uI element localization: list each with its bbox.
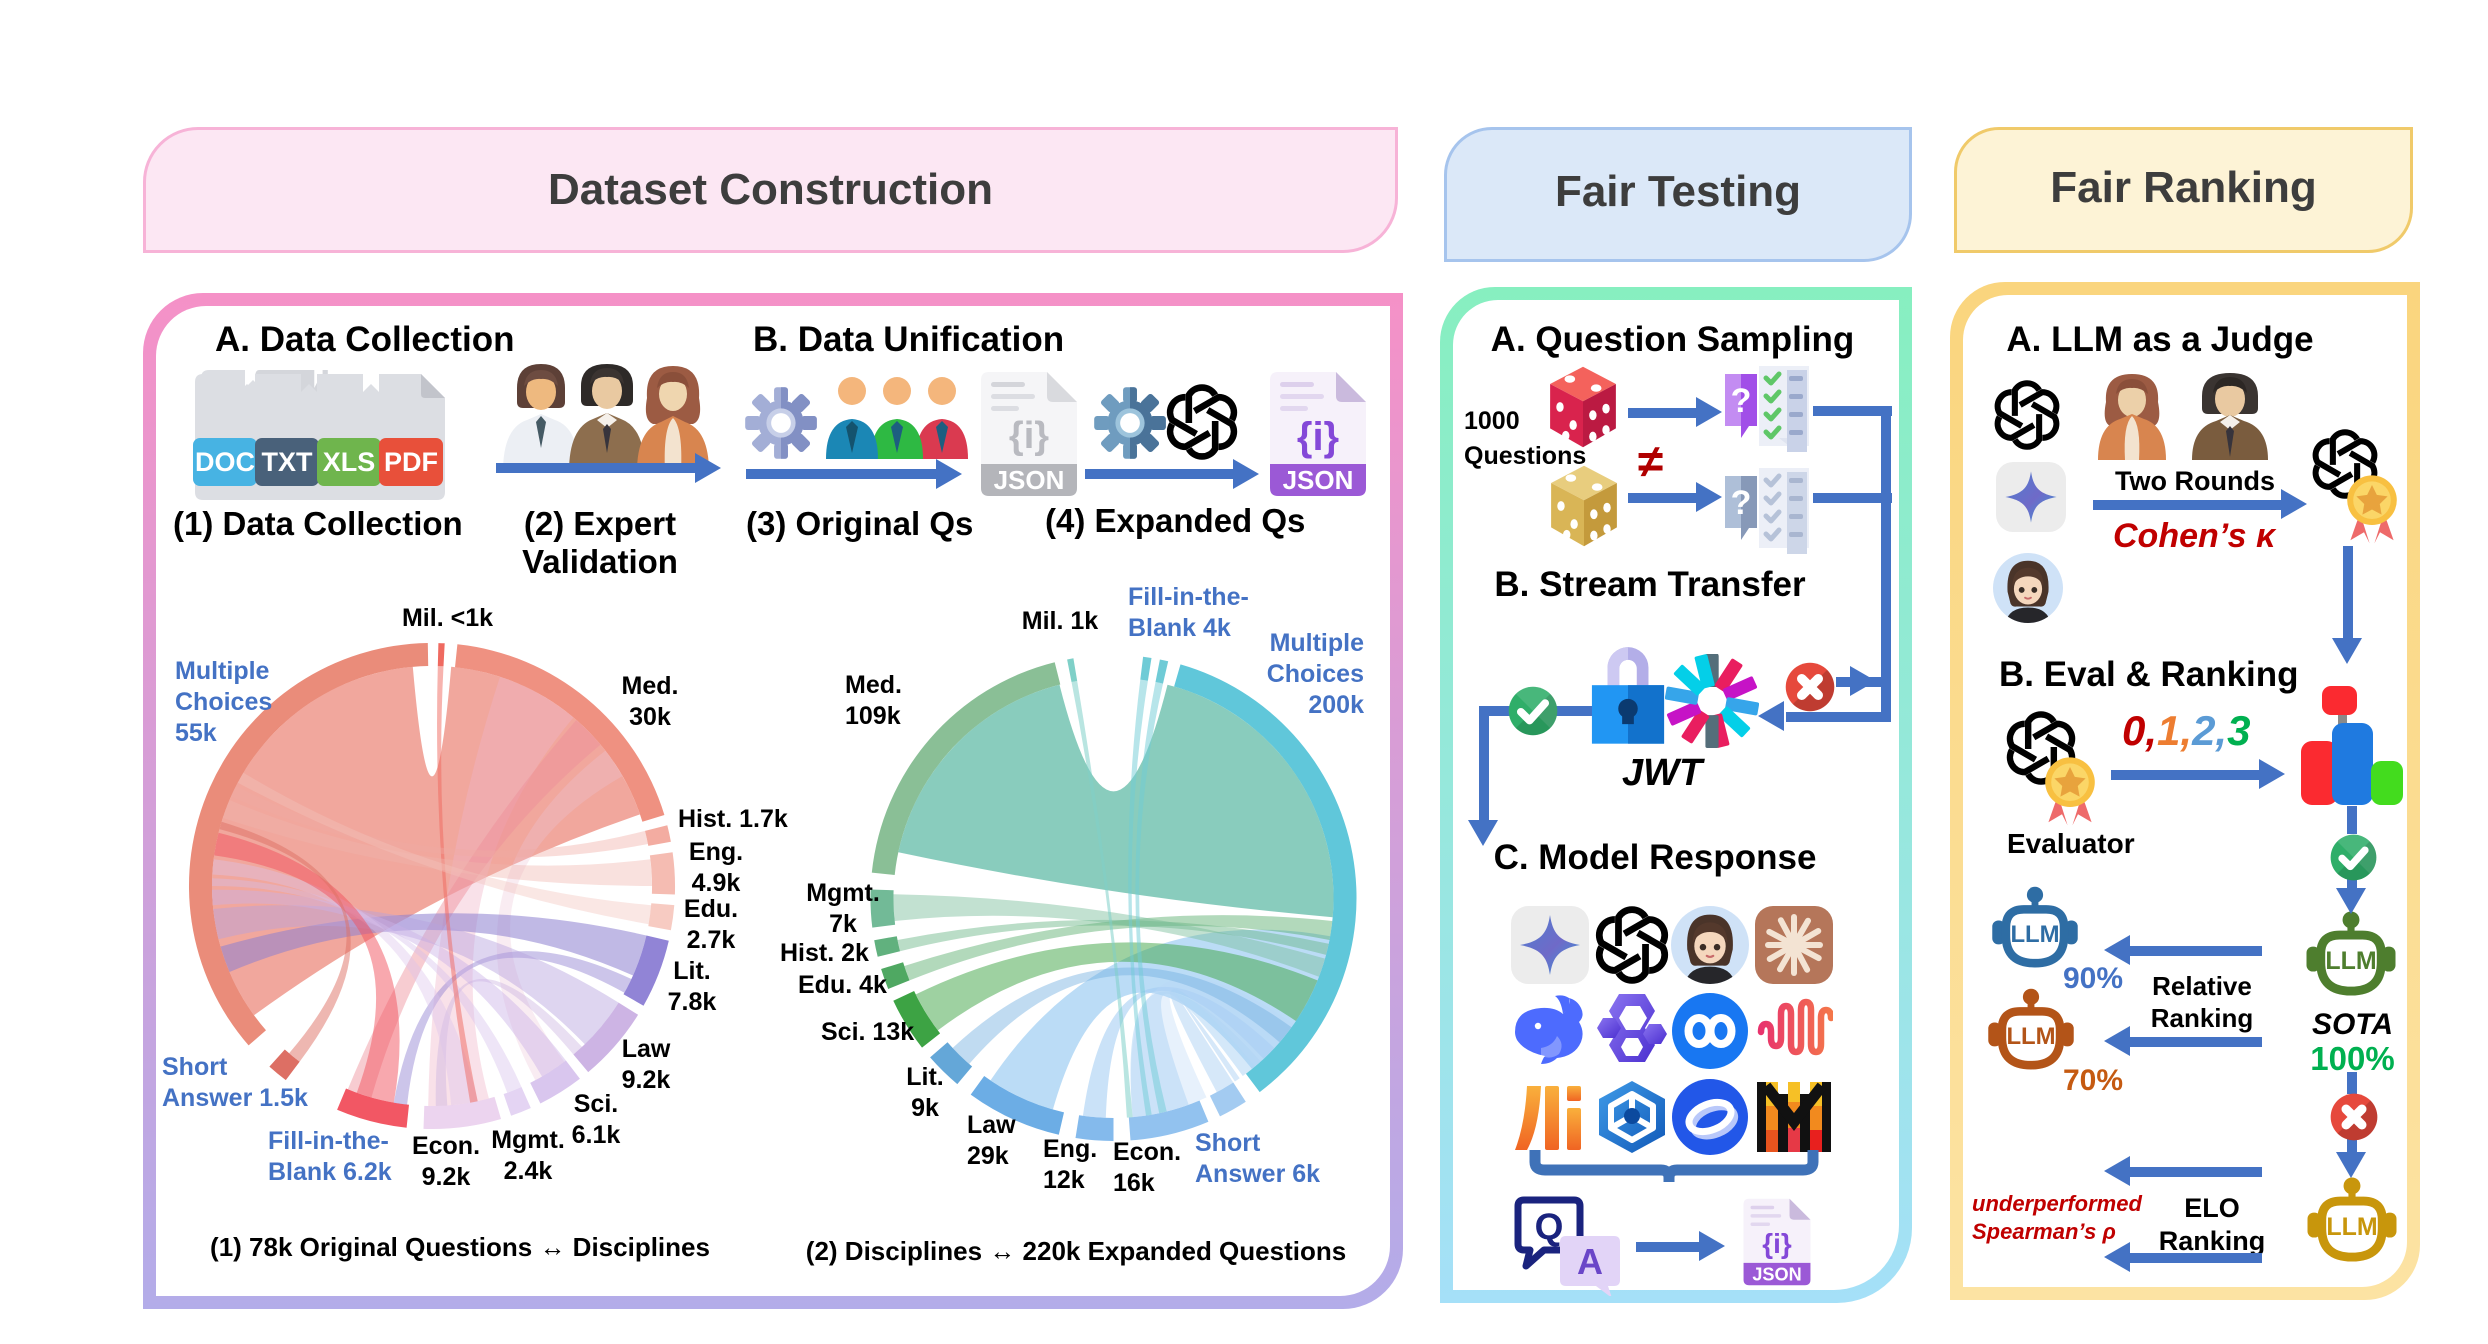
svg-text:XLS: XLS: [323, 447, 376, 477]
svg-text:PDF: PDF: [384, 447, 438, 477]
svg-text:Q: Q: [1535, 1206, 1564, 1247]
svg-text:TXT: TXT: [262, 447, 314, 477]
svg-text:DOC: DOC: [195, 447, 255, 477]
svg-text:A: A: [1577, 1241, 1603, 1282]
